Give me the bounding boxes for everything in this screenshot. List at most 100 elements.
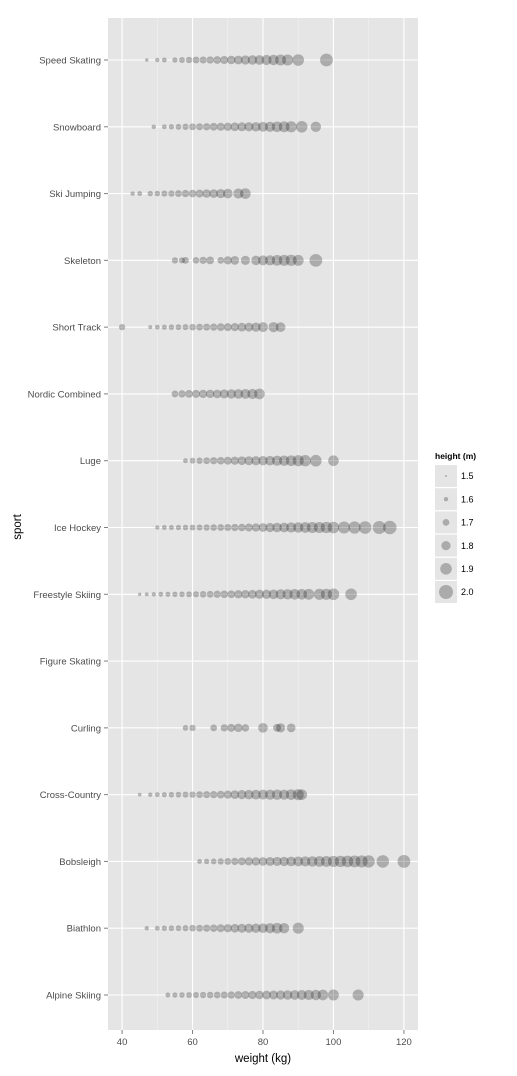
data-point bbox=[161, 190, 168, 197]
data-point bbox=[306, 522, 318, 533]
data-point bbox=[154, 190, 161, 197]
x-tick-label-100: 100 bbox=[326, 1037, 342, 1048]
data-point bbox=[275, 54, 287, 66]
data-point bbox=[178, 257, 186, 264]
data-point bbox=[202, 189, 211, 198]
data-point bbox=[217, 256, 225, 264]
data-point bbox=[219, 389, 229, 399]
data-point bbox=[276, 990, 286, 1000]
data-point bbox=[227, 590, 236, 599]
data-point bbox=[206, 991, 214, 999]
data-point bbox=[237, 322, 247, 332]
data-point bbox=[172, 591, 178, 597]
data-point bbox=[154, 925, 160, 931]
data-point bbox=[185, 390, 193, 398]
data-point bbox=[210, 323, 218, 331]
data-point bbox=[216, 924, 225, 933]
y-tick-label-snowboard: Snowboard bbox=[53, 122, 101, 133]
data-point bbox=[320, 855, 332, 867]
data-point bbox=[328, 989, 339, 1001]
data-point bbox=[202, 123, 211, 131]
data-point bbox=[210, 524, 217, 531]
data-point bbox=[230, 790, 240, 800]
data-point bbox=[265, 455, 275, 466]
data-point bbox=[248, 589, 257, 599]
data-point bbox=[148, 792, 153, 797]
data-point bbox=[292, 54, 305, 66]
data-point bbox=[168, 791, 175, 798]
data-point bbox=[282, 54, 294, 66]
data-point bbox=[233, 55, 243, 65]
data-point bbox=[300, 856, 311, 867]
data-point bbox=[189, 524, 196, 531]
data-point bbox=[334, 855, 347, 868]
data-point bbox=[227, 55, 236, 65]
data-point bbox=[223, 456, 232, 465]
data-point bbox=[179, 992, 185, 998]
data-point bbox=[320, 53, 333, 67]
data-point bbox=[244, 923, 254, 933]
data-point bbox=[261, 54, 272, 66]
data-point bbox=[285, 455, 297, 467]
size-legend: height (m) 1.5 1.6 1.7 1.8 1.9 2.0 bbox=[435, 451, 476, 603]
data-point bbox=[230, 122, 240, 132]
data-point bbox=[327, 521, 340, 534]
data-point bbox=[337, 521, 351, 534]
data-point bbox=[161, 525, 167, 530]
data-point bbox=[279, 856, 289, 867]
data-point bbox=[165, 992, 171, 998]
legend-key-box bbox=[435, 581, 457, 603]
data-point bbox=[224, 858, 232, 865]
data-point bbox=[258, 255, 268, 266]
data-point bbox=[206, 256, 215, 265]
data-point bbox=[279, 789, 290, 800]
data-point bbox=[234, 991, 243, 999]
data-point bbox=[265, 856, 275, 866]
data-point bbox=[289, 990, 300, 1000]
data-point bbox=[172, 57, 178, 63]
data-point bbox=[137, 191, 143, 197]
data-point bbox=[272, 522, 282, 533]
legend-key-point bbox=[443, 497, 449, 502]
data-point bbox=[286, 856, 297, 867]
data-point bbox=[209, 189, 219, 198]
data-point bbox=[345, 588, 357, 601]
data-point bbox=[212, 389, 222, 399]
data-point bbox=[161, 124, 167, 130]
data-point bbox=[307, 856, 318, 867]
data-point bbox=[241, 590, 250, 599]
data-point bbox=[279, 522, 289, 533]
data-point bbox=[282, 990, 293, 1000]
x-tick-label-80: 80 bbox=[258, 1037, 269, 1048]
data-point bbox=[189, 724, 196, 732]
data-point bbox=[213, 56, 222, 64]
data-point bbox=[268, 322, 279, 333]
data-point bbox=[192, 257, 200, 264]
data-point bbox=[251, 456, 261, 466]
data-point bbox=[234, 590, 243, 599]
data-point bbox=[303, 588, 315, 600]
y-tick-label-bobsleigh: Bobsleigh bbox=[59, 857, 101, 868]
data-point bbox=[182, 524, 189, 531]
data-point bbox=[299, 455, 311, 467]
data-point bbox=[151, 592, 156, 597]
data-point bbox=[296, 990, 307, 1000]
data-point bbox=[264, 789, 276, 800]
legend-label-1-7: 1.7 bbox=[461, 518, 474, 528]
data-point bbox=[168, 925, 175, 932]
data-point bbox=[196, 457, 203, 464]
data-point bbox=[178, 390, 186, 398]
data-point bbox=[244, 456, 254, 466]
data-point bbox=[189, 457, 196, 464]
data-point bbox=[196, 791, 203, 799]
data-point bbox=[196, 924, 203, 932]
data-point bbox=[161, 57, 167, 63]
data-point bbox=[188, 189, 197, 198]
data-point bbox=[216, 323, 225, 332]
data-point bbox=[251, 322, 261, 332]
data-point bbox=[220, 590, 229, 599]
data-point bbox=[237, 923, 247, 933]
data-point bbox=[118, 323, 126, 331]
legend-title: height (m) bbox=[435, 451, 476, 461]
y-tick-label-curling: Curling bbox=[71, 723, 101, 734]
